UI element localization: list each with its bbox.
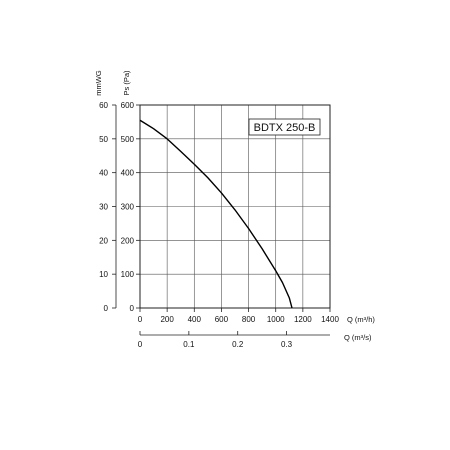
x-secondary-tick-label: 0 — [138, 340, 143, 349]
grid — [140, 105, 330, 308]
x-primary-tick-label: 800 — [242, 315, 256, 324]
curve-layer — [139, 119, 293, 309]
y-primary-tick-label: 200 — [121, 236, 135, 245]
y-primary-tick-label: 500 — [121, 135, 135, 144]
y-secondary-tick-label: 60 — [99, 101, 108, 110]
x-primary-tick-label: 400 — [188, 315, 202, 324]
y-primary-tick-label: 600 — [121, 101, 135, 110]
y-primary-axis-title: Ps (Pa) — [122, 70, 131, 96]
y-secondary-tick-label: 50 — [99, 135, 108, 144]
y-primary-tick-label: 100 — [121, 270, 135, 279]
x-secondary-tick-label: 0.3 — [281, 340, 293, 349]
x-primary-tick-label: 600 — [215, 315, 229, 324]
x-primary-tick-label: 1000 — [267, 315, 285, 324]
performance-curve — [139, 119, 293, 309]
x-secondary-axis-title: Q (m³/s) — [344, 333, 372, 342]
y-primary-tick-label: 0 — [130, 304, 135, 313]
x-primary-tick-label: 1400 — [321, 315, 339, 324]
x-secondary-tick-label: 0.2 — [232, 340, 244, 349]
y-secondary-tick-label: 30 — [99, 203, 108, 212]
x-secondary-tick-label: 0.1 — [183, 340, 195, 349]
y-secondary-tick-label: 20 — [99, 236, 108, 245]
model-label-box — [248, 118, 321, 136]
y-primary-tick-label: 300 — [121, 203, 135, 212]
x-primary-tick-label: 200 — [160, 315, 174, 324]
y-secondary-tick-label: 10 — [99, 270, 108, 279]
y-secondary-tick-label: 0 — [104, 304, 109, 313]
y-primary-tick-label: 400 — [121, 169, 135, 178]
model-label: BDTX 250-B — [254, 122, 316, 134]
y-secondary-tick-label: 40 — [99, 169, 108, 178]
x-primary-tick-label: 0 — [138, 315, 143, 324]
x-primary-tick-label: 1200 — [294, 315, 312, 324]
x-primary-axis-title: Q (m³/h) — [347, 315, 375, 324]
y-secondary-axis-title: mmWG — [94, 70, 103, 96]
